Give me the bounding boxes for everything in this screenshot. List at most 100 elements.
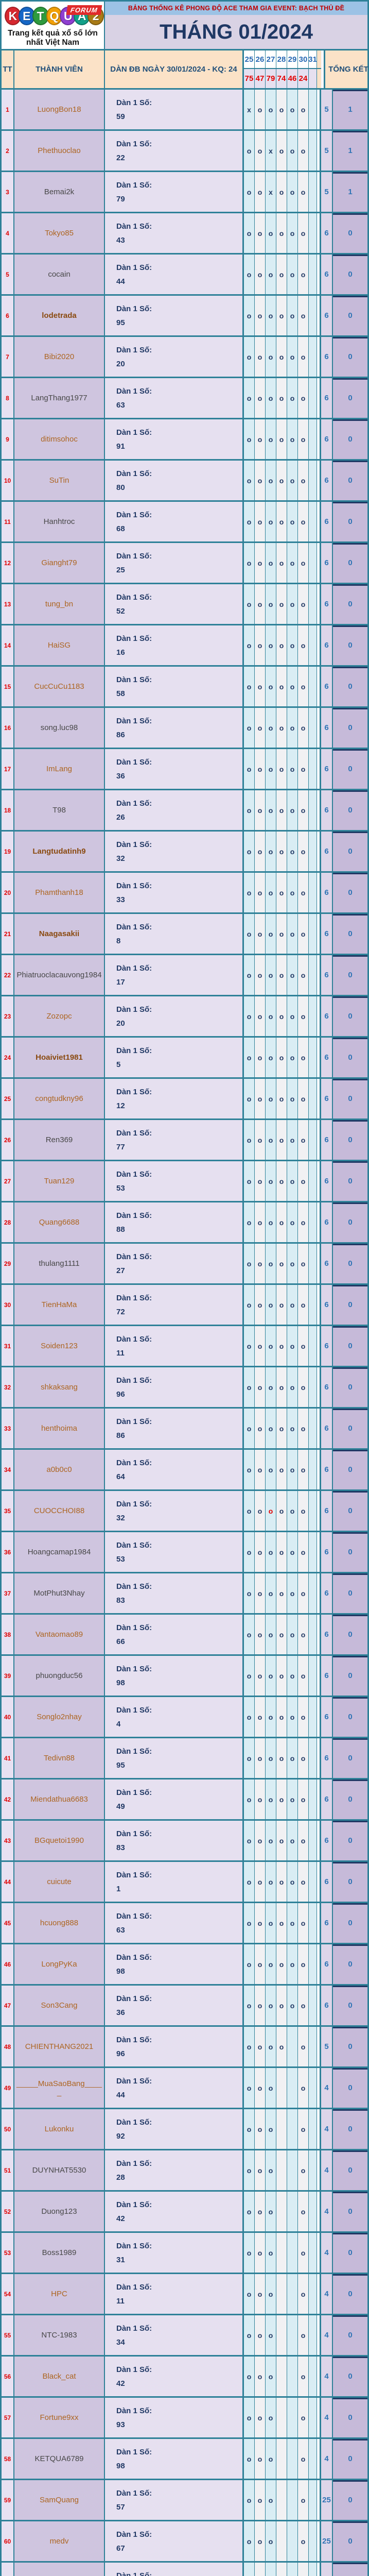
day-mark-30: o	[298, 2192, 309, 2231]
dan-cell: Dàn 1 Số: 16	[105, 625, 244, 665]
day-mark-30: o	[298, 2233, 309, 2273]
day-mark-27: x	[266, 172, 276, 212]
dan-cell: Dàn 1 Số: 68	[105, 502, 244, 541]
day-mark-25: o	[244, 1986, 255, 2025]
day-mark-28: o	[276, 1285, 287, 1325]
row-spacer	[317, 296, 321, 335]
dan-value: 72	[116, 1307, 125, 1316]
day-mark-29: o	[287, 708, 298, 748]
day-mark-28: o	[276, 543, 287, 583]
rank-number: 31	[2, 1326, 14, 1366]
dan-value: 83	[116, 1596, 125, 1605]
day-mark-26: o	[255, 832, 266, 871]
day-mark-30: o	[298, 1986, 309, 2025]
day-mark-27: o	[266, 1038, 276, 1077]
dan-label: Dàn 1 Số:	[116, 2447, 152, 2456]
day-mark-31	[309, 90, 317, 129]
member-name: Miendathua6683	[14, 1780, 105, 1819]
dan-value: 26	[116, 812, 125, 822]
day-mark-26: o	[255, 502, 266, 541]
day-mark-25: o	[244, 1821, 255, 1860]
dan-label: Dàn 1 Số:	[116, 1788, 152, 1797]
row-spacer	[317, 2109, 321, 2149]
dan-value: 77	[116, 1142, 125, 1151]
member-name: Boss1989	[14, 2233, 105, 2273]
day-result-25: 75	[244, 69, 255, 88]
rank-number: 45	[2, 1903, 14, 1943]
day-header-28: 28	[276, 50, 287, 68]
day-mark-27: o	[266, 1573, 276, 1613]
day-mark-27: o	[266, 1532, 276, 1572]
member-name: hcuong888	[14, 1903, 105, 1943]
table-row: 17 ImLang Dàn 1 Số: 36 o o o o o o 6 0	[2, 748, 367, 789]
dan-value: 98	[116, 1678, 125, 1687]
member-name: CUOCCHOI88	[14, 1491, 105, 1531]
table-row: 49 _____MuaSaoBang_____ Dàn 1 Số: 44 o o o o 4 0	[2, 2066, 367, 2108]
rank-number: 15	[2, 667, 14, 706]
rank-number: 24	[2, 1038, 14, 1077]
day-mark-25: o	[244, 2357, 255, 2396]
total-days: 6	[321, 543, 333, 583]
member-name: lodetrada	[14, 296, 105, 335]
total-wins: 0	[333, 2150, 367, 2190]
total-days: 4	[321, 2192, 333, 2231]
day-mark-28: o	[276, 1780, 287, 1819]
dan-cell: Dàn 1 Số: 86	[105, 708, 244, 748]
day-mark-28: o	[276, 1986, 287, 2025]
total-wins: 0	[333, 1821, 367, 1860]
member-name: KETQUA6789	[14, 2439, 105, 2479]
day-mark-31	[309, 749, 317, 789]
day-mark-29	[287, 2150, 298, 2190]
table-row: 30 TienHaMa Dàn 1 Số: 72 o o o o o o 6 0	[2, 1283, 367, 1325]
day-mark-26: o	[255, 1656, 266, 1696]
dan-label: Dàn 1 Số:	[116, 2200, 152, 2209]
total-wins: 0	[333, 419, 367, 459]
dan-label: Dàn 1 Số:	[116, 180, 152, 190]
total-days: 6	[321, 1244, 333, 1283]
day-mark-26: o	[255, 1202, 266, 1242]
total-days: 6	[321, 1120, 333, 1160]
rank-number: 18	[2, 790, 14, 830]
total-wins: 0	[333, 2398, 367, 2437]
member-name: Tedivn88	[14, 1738, 105, 1778]
day-mark-27	[266, 2563, 276, 2576]
day-mark-28: o	[276, 1202, 287, 1242]
col-header-dan: DÀN ĐB NGÀY 30/01/2024 - KQ: 24	[105, 50, 244, 88]
day-mark-31	[309, 1202, 317, 1242]
day-result-30: 24	[298, 69, 309, 88]
day-mark-28: o	[276, 1944, 287, 1984]
dan-label: Dàn 1 Số:	[116, 1046, 152, 1055]
dan-label: Dàn 1 Số:	[116, 1623, 152, 1632]
total-days: 6	[321, 255, 333, 294]
dan-label: Dàn 1 Số:	[116, 716, 152, 725]
dan-label: Dàn 1 Số:	[116, 963, 152, 973]
day-mark-26: o	[255, 1326, 266, 1366]
dan-cell: Dàn 1 Số: 20	[105, 996, 244, 1036]
day-mark-30: o	[298, 2109, 309, 2149]
day-mark-26: o	[255, 255, 266, 294]
dan-label: Dàn 1 Số:	[116, 799, 152, 808]
day-mark-29: o	[287, 419, 298, 459]
day-mark-26: o	[255, 337, 266, 377]
rank-number: 35	[2, 1491, 14, 1531]
row-spacer	[317, 1944, 321, 1984]
day-mark-25: o	[244, 749, 255, 789]
day-mark-28: o	[276, 1450, 287, 1489]
day-mark-25: o	[244, 1532, 255, 1572]
dan-cell: Dàn 1 Số: 95	[105, 296, 244, 335]
total-wins: 0	[333, 2480, 367, 2520]
day-mark-28: o	[276, 1409, 287, 1448]
day-mark-25: o	[244, 2274, 255, 2314]
dan-label: Dàn 1 Số:	[116, 1417, 152, 1426]
total-days: 4	[321, 2357, 333, 2396]
day-mark-25: o	[244, 2068, 255, 2108]
day-mark-25: o	[244, 543, 255, 583]
total-wins: 0	[333, 584, 367, 624]
table-row: 13 tung_bn Dàn 1 Số: 52 o o o o o o 6 0	[2, 583, 367, 624]
total-days: 25	[321, 2521, 333, 2561]
rank-number: 39	[2, 1656, 14, 1696]
day-mark-27: o	[266, 2027, 276, 2066]
row-spacer	[317, 1079, 321, 1118]
row-spacer	[317, 667, 321, 706]
day-mark-28: o	[276, 296, 287, 335]
